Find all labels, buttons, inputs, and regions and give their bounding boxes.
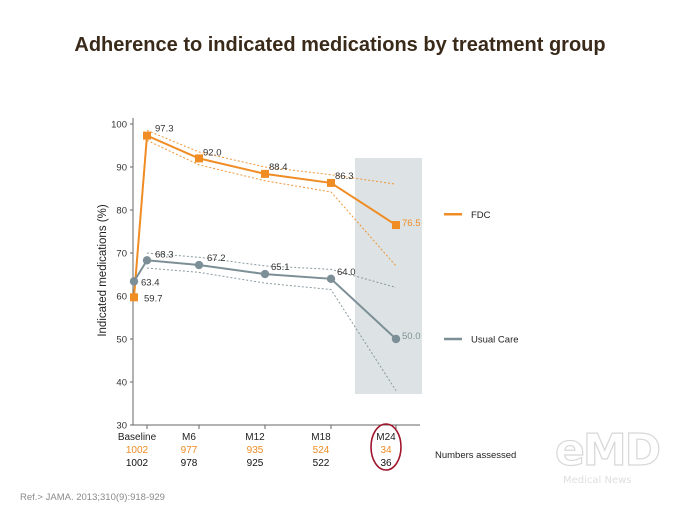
data-point [327, 178, 335, 187]
watermark-subtitle: Medical News [563, 475, 632, 486]
y-tick-label: 90 [116, 163, 127, 174]
x-tick-label: M6 [182, 432, 196, 443]
series-line [133, 134, 397, 298]
data-label: 67.2 [207, 253, 226, 264]
y-tick-label: 60 [116, 292, 127, 303]
y-tick-label: 50 [116, 335, 127, 346]
numbers-assessed-fdc: 935 [247, 445, 264, 456]
data-label: 64.0 [337, 267, 356, 278]
numbers-assessed-fdc: 1002 [126, 445, 149, 456]
data-point [143, 131, 151, 140]
confidence-line [146, 267, 397, 391]
data-point [129, 277, 139, 286]
numbers-assessed-usual-care: 978 [181, 458, 198, 469]
x-tick-label: Baseline [118, 432, 157, 443]
data-point [195, 154, 203, 163]
x-tick-label: M24 [376, 432, 396, 443]
data-point [261, 169, 269, 178]
numbers-assessed-usual-care: 925 [247, 458, 264, 469]
data-point [142, 256, 152, 265]
data-label: 68.3 [155, 249, 174, 260]
data-point [326, 274, 336, 283]
data-point [260, 269, 270, 279]
data-point [194, 260, 204, 270]
y-axis-label: Indicated medications (%) [97, 204, 109, 336]
numbers-assessed-usual-care: 522 [313, 458, 330, 469]
y-tick-label: 40 [116, 378, 127, 389]
confidence-line [146, 129, 397, 185]
data-label: 88.4 [269, 162, 288, 173]
highlight-band [355, 158, 422, 394]
data-label: 59.7 [144, 293, 163, 304]
data-label: 65.1 [271, 262, 290, 273]
data-label: 86.3 [335, 171, 354, 182]
x-tick-label: M18 [311, 432, 331, 443]
legend-entry: Usual Care [471, 335, 519, 346]
data-label: 97.3 [155, 124, 174, 135]
numbers-assessed-fdc: 524 [313, 445, 330, 456]
data-label: 63.4 [141, 277, 160, 288]
data-label: 76.5 [402, 218, 421, 229]
watermark-logo-text: eMD [554, 424, 661, 476]
data-label: 92.0 [203, 147, 222, 158]
y-tick-label: 70 [116, 249, 127, 260]
reference-citation: Ref.> JAMA. 2013;310(9):918-929 [20, 492, 165, 503]
numbers-assessed-usual-care: 1002 [126, 458, 149, 469]
data-point [130, 293, 138, 302]
numbers-assessed-usual-care: 36 [380, 458, 392, 469]
y-tick-label: 30 [116, 421, 127, 432]
x-tick-label: M12 [245, 432, 265, 443]
numbers-assessed-fdc: 977 [181, 445, 198, 456]
watermark-logo: eMD Medical News [554, 424, 665, 495]
y-tick-label: 80 [116, 206, 127, 217]
slide-title: Adherence to indicated medications by tr… [74, 34, 606, 56]
confidence-line [146, 139, 397, 267]
highlight-circle [370, 423, 402, 471]
legend-entry: FDC [471, 210, 491, 221]
numbers-assessed-label: Numbers assessed [435, 450, 516, 461]
data-point [392, 221, 400, 230]
data-label: 50.0 [402, 331, 421, 342]
y-tick-label: 100 [111, 120, 127, 131]
numbers-assessed-fdc: 34 [380, 445, 392, 456]
data-point [391, 334, 401, 344]
